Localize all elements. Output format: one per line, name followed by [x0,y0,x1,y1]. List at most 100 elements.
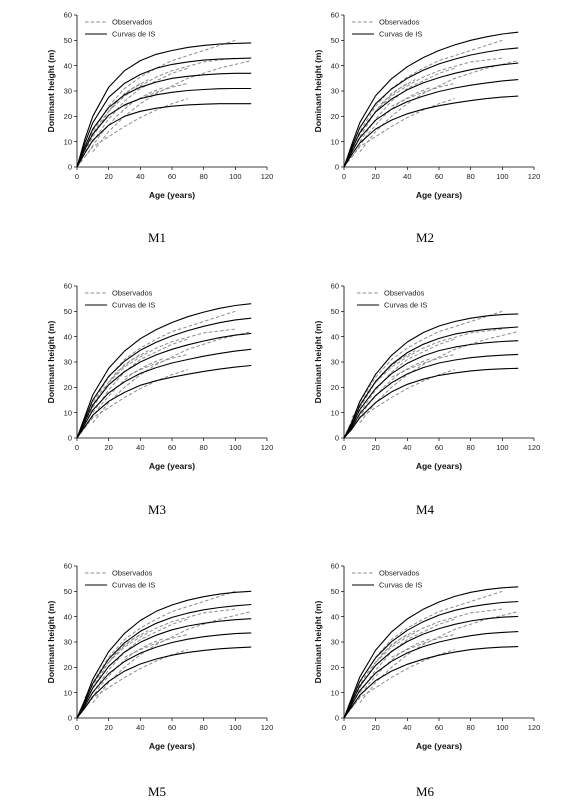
y-tick-label: 10 [331,137,339,146]
observed-curve [343,590,503,719]
legend-curves-label: Curvas de IS [379,30,422,39]
site-index-curve [343,31,519,168]
y-tick-label: 0 [335,163,339,172]
observed-curve [359,611,519,704]
observed-curve [343,310,503,439]
x-tick-label: 100 [229,172,242,181]
observed-curve [92,338,188,413]
y-tick-label: 60 [64,282,72,291]
x-axis-label: Age (years) [149,741,195,751]
observed-curve [76,98,188,168]
x-tick-label: 20 [371,172,379,181]
site-index-curve [343,79,519,168]
y-tick-label: 30 [331,638,339,647]
chart-panel-m6: 0 20 40 60 80 100 120 0 10 20 30 40 50 60 Age (years) D… [313,562,540,799]
x-tick-label: 60 [168,723,176,732]
y-tick-label: 0 [68,714,72,723]
observed-curve [359,338,455,413]
site-index-curve [76,317,252,439]
site-index-curve [76,332,252,439]
site-index-curve [343,600,519,719]
y-tick-label: 20 [64,383,72,392]
observed-curve [343,649,455,719]
x-tick-label: 40 [136,443,144,452]
y-tick-label: 10 [64,408,72,417]
site-index-curve [343,367,519,439]
observed-curve [92,611,252,704]
x-tick-label: 100 [229,723,242,732]
observed-curve [108,57,236,112]
panel-caption: M2 [416,230,434,245]
chart-panel-m4: 0 20 40 60 80 100 120 0 10 20 30 40 50 60 Age (years) D… [313,282,540,517]
site-index-curve [76,603,252,719]
observed-curve [124,353,188,378]
site-index-curve [76,632,252,719]
site-index-curve [76,590,252,719]
legend-curves-label: Curvas de IS [112,301,155,310]
observed-curve [76,310,236,439]
x-tick-label: 60 [435,172,443,181]
legend-observed-label: Observados [379,569,420,578]
panel-caption: M5 [148,784,166,799]
observed-curve [375,328,503,383]
observed-curve [84,637,165,709]
y-tick-label: 50 [331,587,339,596]
legend-curves-label: Curvas de IS [112,581,155,590]
x-axis-label: Age (years) [149,190,195,200]
site-index-curve [76,72,252,168]
site-index-curve [76,42,252,168]
panel-caption: M1 [148,230,166,245]
site-index-curve [76,618,252,719]
observed-curve [76,590,236,719]
observed-curve [124,633,188,658]
panel-caption: M3 [148,502,166,517]
x-tick-label: 80 [466,723,474,732]
site-index-curve [76,348,252,439]
x-tick-label: 60 [435,723,443,732]
x-tick-label: 120 [261,443,274,452]
observed-curve [351,357,432,429]
y-tick-label: 60 [331,562,339,571]
x-tick-label: 80 [466,443,474,452]
x-tick-label: 0 [342,723,346,732]
y-tick-label: 20 [64,112,72,121]
y-tick-label: 50 [331,307,339,316]
y-tick-label: 40 [64,61,72,70]
observed-curve [76,369,188,439]
x-tick-label: 20 [371,723,379,732]
site-index-curve [343,646,519,719]
observed-curve [108,328,236,383]
site-index-curve [343,631,519,719]
observed-curve [359,60,519,153]
x-tick-label: 100 [496,172,509,181]
observed-curve [92,618,188,693]
legend-observed-label: Observados [384,289,425,298]
y-tick-label: 30 [64,638,72,647]
y-tick-label: 50 [331,36,339,45]
x-tick-label: 0 [75,172,79,181]
y-tick-label: 60 [64,562,72,571]
x-axis-label: Age (years) [149,461,195,471]
y-tick-label: 40 [64,612,72,621]
y-tick-label: 40 [64,332,72,341]
observed-curve [359,331,519,424]
x-tick-label: 60 [168,172,176,181]
x-tick-label: 40 [136,172,144,181]
observed-curve [92,60,252,153]
y-tick-label: 30 [331,358,339,367]
observed-curve [76,649,188,719]
y-tick-label: 20 [331,383,339,392]
panel-caption: M4 [416,502,435,517]
y-tick-label: 20 [331,112,339,121]
x-axis-label: Age (years) [416,741,462,751]
site-index-curve [343,326,519,439]
x-tick-label: 80 [466,172,474,181]
observed-curve [375,57,503,112]
y-tick-label: 30 [64,87,72,96]
observed-curve [359,67,455,142]
y-tick-label: 0 [335,434,339,443]
site-index-curve [343,95,519,168]
x-tick-label: 120 [528,443,541,452]
y-tick-label: 20 [331,663,339,672]
x-tick-label: 20 [104,172,112,181]
